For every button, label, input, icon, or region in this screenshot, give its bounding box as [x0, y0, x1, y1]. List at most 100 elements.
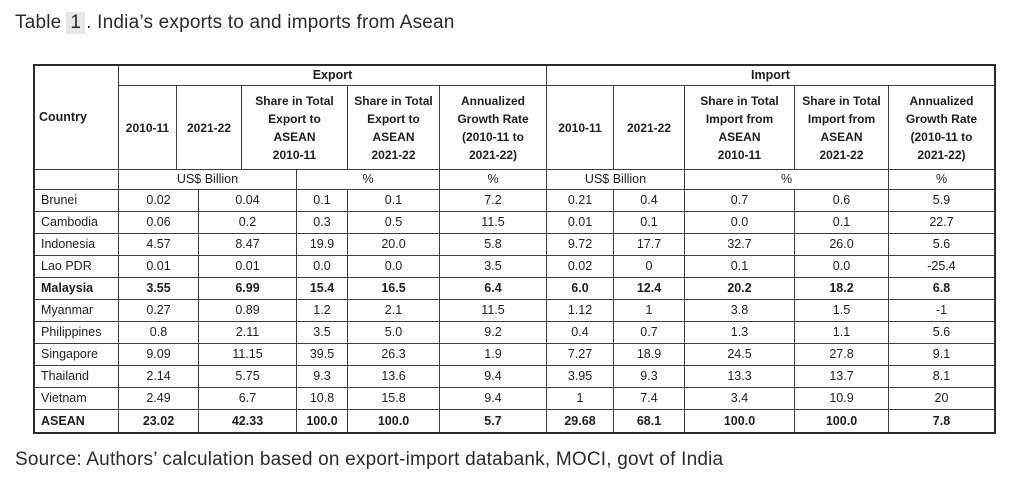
cell-country: Brunei: [35, 190, 119, 212]
cell-export-2021-22: 11.15: [199, 344, 297, 366]
cell-export-growth-rate: 11.5: [440, 300, 547, 322]
cell-import-share-2021-22: 0.0: [795, 256, 889, 278]
cell-import-share-2010-11: 100.0: [685, 410, 795, 432]
cell-export-share-2010-11: 39.5: [297, 344, 348, 366]
cell-export-2010-11: 0.02: [119, 190, 199, 212]
cell-export-share-2010-11: 9.3: [297, 366, 348, 388]
import-unit-percent-share: %: [685, 170, 889, 190]
cell-country: Singapore: [35, 344, 119, 366]
export-share-2010-11-header: Share in Total Export to ASEAN 2010-11: [242, 86, 348, 170]
cell-export-share-2021-22: 16.5: [348, 278, 440, 300]
cell-country: Vietnam: [35, 388, 119, 410]
cell-import-2021-22: 0.7: [614, 322, 685, 344]
cell-export-growth-rate: 5.7: [440, 410, 547, 432]
table-title-word: Table: [15, 12, 62, 33]
cell-import-2010-11: 6.0: [547, 278, 614, 300]
import-group-header: Import: [547, 66, 994, 86]
cell-export-2021-22: 0.89: [199, 300, 297, 322]
cell-import-growth-rate: 22.7: [889, 212, 994, 234]
cell-export-2010-11: 0.06: [119, 212, 199, 234]
cell-export-share-2010-11: 0.1: [297, 190, 348, 212]
cell-export-2010-11: 0.8: [119, 322, 199, 344]
cell-import-growth-rate: -1: [889, 300, 994, 322]
import-unit-usd-billion: US$ Billion: [547, 170, 685, 190]
cell-import-2021-22: 12.4: [614, 278, 685, 300]
cell-import-2021-22: 9.3: [614, 366, 685, 388]
cell-import-growth-rate: 6.8: [889, 278, 994, 300]
cell-import-growth-rate: 8.1: [889, 366, 994, 388]
cell-export-share-2010-11: 100.0: [297, 410, 348, 432]
cell-export-growth-rate: 3.5: [440, 256, 547, 278]
import-col-2021-22-header: 2021-22: [614, 86, 685, 170]
cell-country: Cambodia: [35, 212, 119, 234]
cell-import-share-2021-22: 18.2: [795, 278, 889, 300]
cell-export-2021-22: 42.33: [199, 410, 297, 432]
cell-import-growth-rate: 9.1: [889, 344, 994, 366]
cell-import-2010-11: 29.68: [547, 410, 614, 432]
cell-import-share-2010-11: 20.2: [685, 278, 795, 300]
cell-export-2010-11: 2.49: [119, 388, 199, 410]
cell-country: Myanmar: [35, 300, 119, 322]
cell-export-growth-rate: 11.5: [440, 212, 547, 234]
cell-import-2021-22: 7.4: [614, 388, 685, 410]
cell-export-share-2021-22: 0.0: [348, 256, 440, 278]
export-group-header: Export: [119, 66, 547, 86]
cell-import-share-2010-11: 0.0: [685, 212, 795, 234]
cell-import-share-2021-22: 10.9: [795, 388, 889, 410]
export-col-2010-11-header: 2010-11: [119, 86, 177, 170]
cell-import-2010-11: 7.27: [547, 344, 614, 366]
cell-country: Thailand: [35, 366, 119, 388]
cell-import-share-2021-22: 1.1: [795, 322, 889, 344]
cell-export-share-2021-22: 0.1: [348, 190, 440, 212]
cell-country: Philippines: [35, 322, 119, 344]
cell-import-share-2010-11: 0.1: [685, 256, 795, 278]
table-title-rest: . India’s exports to and imports from As…: [86, 12, 455, 33]
cell-export-share-2021-22: 100.0: [348, 410, 440, 432]
cell-country: Indonesia: [35, 234, 119, 256]
import-unit-percent-growth: %: [889, 170, 994, 190]
cell-import-2010-11: 3.95: [547, 366, 614, 388]
cell-export-share-2021-22: 15.8: [348, 388, 440, 410]
cell-import-share-2010-11: 13.3: [685, 366, 795, 388]
cell-country: ASEAN: [35, 410, 119, 432]
source-note: Source: Authors’ calculation based on ex…: [15, 449, 724, 470]
cell-export-2021-22: 2.11: [199, 322, 297, 344]
cell-export-share-2021-22: 13.6: [348, 366, 440, 388]
cell-import-share-2010-11: 3.8: [685, 300, 795, 322]
cell-export-2021-22: 0.01: [199, 256, 297, 278]
cell-import-share-2021-22: 13.7: [795, 366, 889, 388]
cell-import-2010-11: 0.02: [547, 256, 614, 278]
cell-import-growth-rate: 5.6: [889, 234, 994, 256]
export-share-2021-22-header: Share in Total Export to ASEAN 2021-22: [348, 86, 440, 170]
cell-export-growth-rate: 9.4: [440, 366, 547, 388]
cell-import-2021-22: 0.1: [614, 212, 685, 234]
cell-export-2021-22: 0.2: [199, 212, 297, 234]
cell-import-share-2021-22: 0.1: [795, 212, 889, 234]
cell-export-2010-11: 4.57: [119, 234, 199, 256]
cell-import-2021-22: 18.9: [614, 344, 685, 366]
cell-export-share-2021-22: 5.0: [348, 322, 440, 344]
import-growth-rate-header: Annualized Growth Rate (2010-11 to 2021-…: [889, 86, 994, 170]
cell-export-growth-rate: 7.2: [440, 190, 547, 212]
cell-export-share-2010-11: 3.5: [297, 322, 348, 344]
import-col-2010-11-header: 2010-11: [547, 86, 614, 170]
cell-export-2021-22: 0.04: [199, 190, 297, 212]
cell-import-2010-11: 1: [547, 388, 614, 410]
cell-import-growth-rate: 5.6: [889, 322, 994, 344]
cell-export-share-2021-22: 20.0: [348, 234, 440, 256]
cell-export-growth-rate: 1.9: [440, 344, 547, 366]
units-empty-cell: [35, 170, 119, 190]
cell-export-2021-22: 8.47: [199, 234, 297, 256]
data-table: Country Export Import 2010-11 2021-22 Sh…: [33, 64, 996, 434]
export-growth-rate-header: Annualized Growth Rate (2010-11 to 2021-…: [440, 86, 547, 170]
table-title: Table 1. India’s exports to and imports f…: [15, 12, 455, 34]
table-number-highlight: 1: [66, 12, 86, 34]
cell-import-share-2021-22: 26.0: [795, 234, 889, 256]
cell-import-2021-22: 0: [614, 256, 685, 278]
export-unit-usd-billion: US$ Billion: [119, 170, 297, 190]
cell-export-share-2010-11: 1.2: [297, 300, 348, 322]
cell-import-2010-11: 9.72: [547, 234, 614, 256]
cell-import-2021-22: 0.4: [614, 190, 685, 212]
export-unit-percent-growth: %: [440, 170, 547, 190]
